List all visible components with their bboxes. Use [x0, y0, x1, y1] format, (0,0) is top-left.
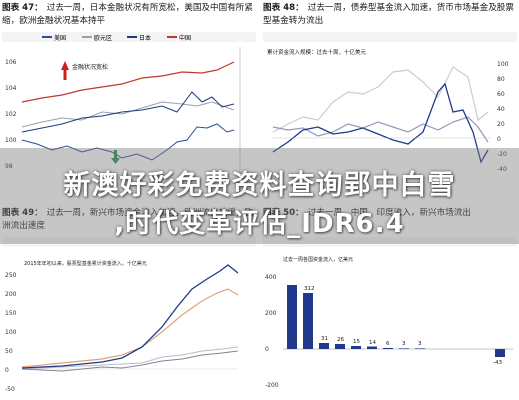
bar-label: -43: [493, 360, 502, 366]
bar-label: 312: [304, 286, 315, 292]
y-tick: -200: [265, 382, 279, 389]
bar: [399, 348, 409, 349]
figure-47-title: 图表 47： 过去一周，日本金融状况有所宽松，美国及中国有所紧缩，欧洲金融状况基本…: [2, 2, 256, 29]
bar: [495, 349, 505, 357]
y-tick: 250: [5, 272, 17, 279]
bar-label: 14: [369, 340, 376, 346]
y-tick: 106: [5, 59, 17, 66]
y-tick: 40: [497, 106, 505, 113]
easing-arrow-icon: [61, 61, 69, 80]
bar: [415, 348, 425, 349]
bar-label: 3: [402, 341, 406, 347]
y-tick: 104: [5, 85, 17, 92]
y-tick: -50: [5, 386, 15, 393]
y-tick: 100: [5, 137, 17, 144]
y-tick: 0: [265, 346, 269, 353]
bar-label: 6: [386, 341, 390, 347]
bar: [319, 343, 329, 349]
figure-49-y-axis: 250 200 150 100 50 0 -50: [5, 272, 17, 393]
y-tick: 50: [5, 348, 13, 355]
figure-47-number: 图表 47：: [2, 3, 43, 13]
legend-item-3: 中国: [179, 34, 191, 42]
y-tick: 0: [497, 136, 501, 143]
figure-48-title: 图表 48： 过去一周，债券型基金流入加速，货币市场基金及股票型基金转为流出: [263, 2, 517, 29]
y-tick: 100: [497, 61, 509, 68]
figure-50-bars: [287, 285, 505, 357]
bar-label: 31: [321, 336, 328, 342]
legend-item-2: 日本: [139, 34, 151, 42]
y-tick: 102: [5, 111, 17, 118]
bar-label: 26: [337, 337, 344, 343]
figure-50-legend-caption: 过去一周各国资金流入，亿美元: [283, 256, 353, 263]
figure-49-legend-caption: 2015年年初以来，股票型基金累计资金流入，十亿美元: [24, 260, 147, 267]
y-tick: 60: [497, 91, 505, 98]
bar: [367, 347, 377, 350]
headline-line-2: ,时代变革评估_IDR6.4: [0, 203, 519, 240]
figure-50-bar-labels: 312 31 26 15 14 6 3 3 -43: [304, 286, 502, 366]
bar-label: 15: [353, 339, 360, 345]
bar: [335, 344, 345, 349]
y-tick: 20: [497, 121, 505, 128]
headline-line-1: 新澳好彩免费资料查询郢中白雪: [0, 163, 519, 202]
y-tick: 200: [265, 310, 277, 317]
y-tick: 80: [497, 76, 505, 83]
y-tick: 0: [5, 367, 9, 374]
bar: [303, 293, 313, 349]
bar: [383, 348, 393, 349]
y-tick: 400: [265, 274, 277, 281]
figure-48-number: 图表 48：: [263, 3, 304, 13]
figure-49-chart: 2015年年初以来，股票型基金累计资金流入，十亿美元 250 200 150 1…: [2, 237, 256, 397]
legend-item-1: 欧元区: [94, 34, 112, 42]
y-tick: 100: [5, 329, 17, 336]
bar-label: 3: [418, 341, 422, 347]
figure-50-chart: 过去一周各国资金流入，亿美元 400 200 0 -200: [263, 237, 517, 397]
legend-item-0: 美国: [54, 34, 66, 42]
y-tick: 150: [5, 310, 17, 317]
figure-50-y-axis: 400 200 0 -200: [265, 274, 279, 389]
bar: [287, 285, 297, 349]
y-tick: 200: [5, 291, 17, 298]
figure-48-legend-caption: 累计资金流入规模：过去十周，十亿美元: [267, 48, 367, 56]
figure-47-annotation: 金融状况宽松: [72, 63, 108, 71]
bar: [351, 346, 361, 349]
